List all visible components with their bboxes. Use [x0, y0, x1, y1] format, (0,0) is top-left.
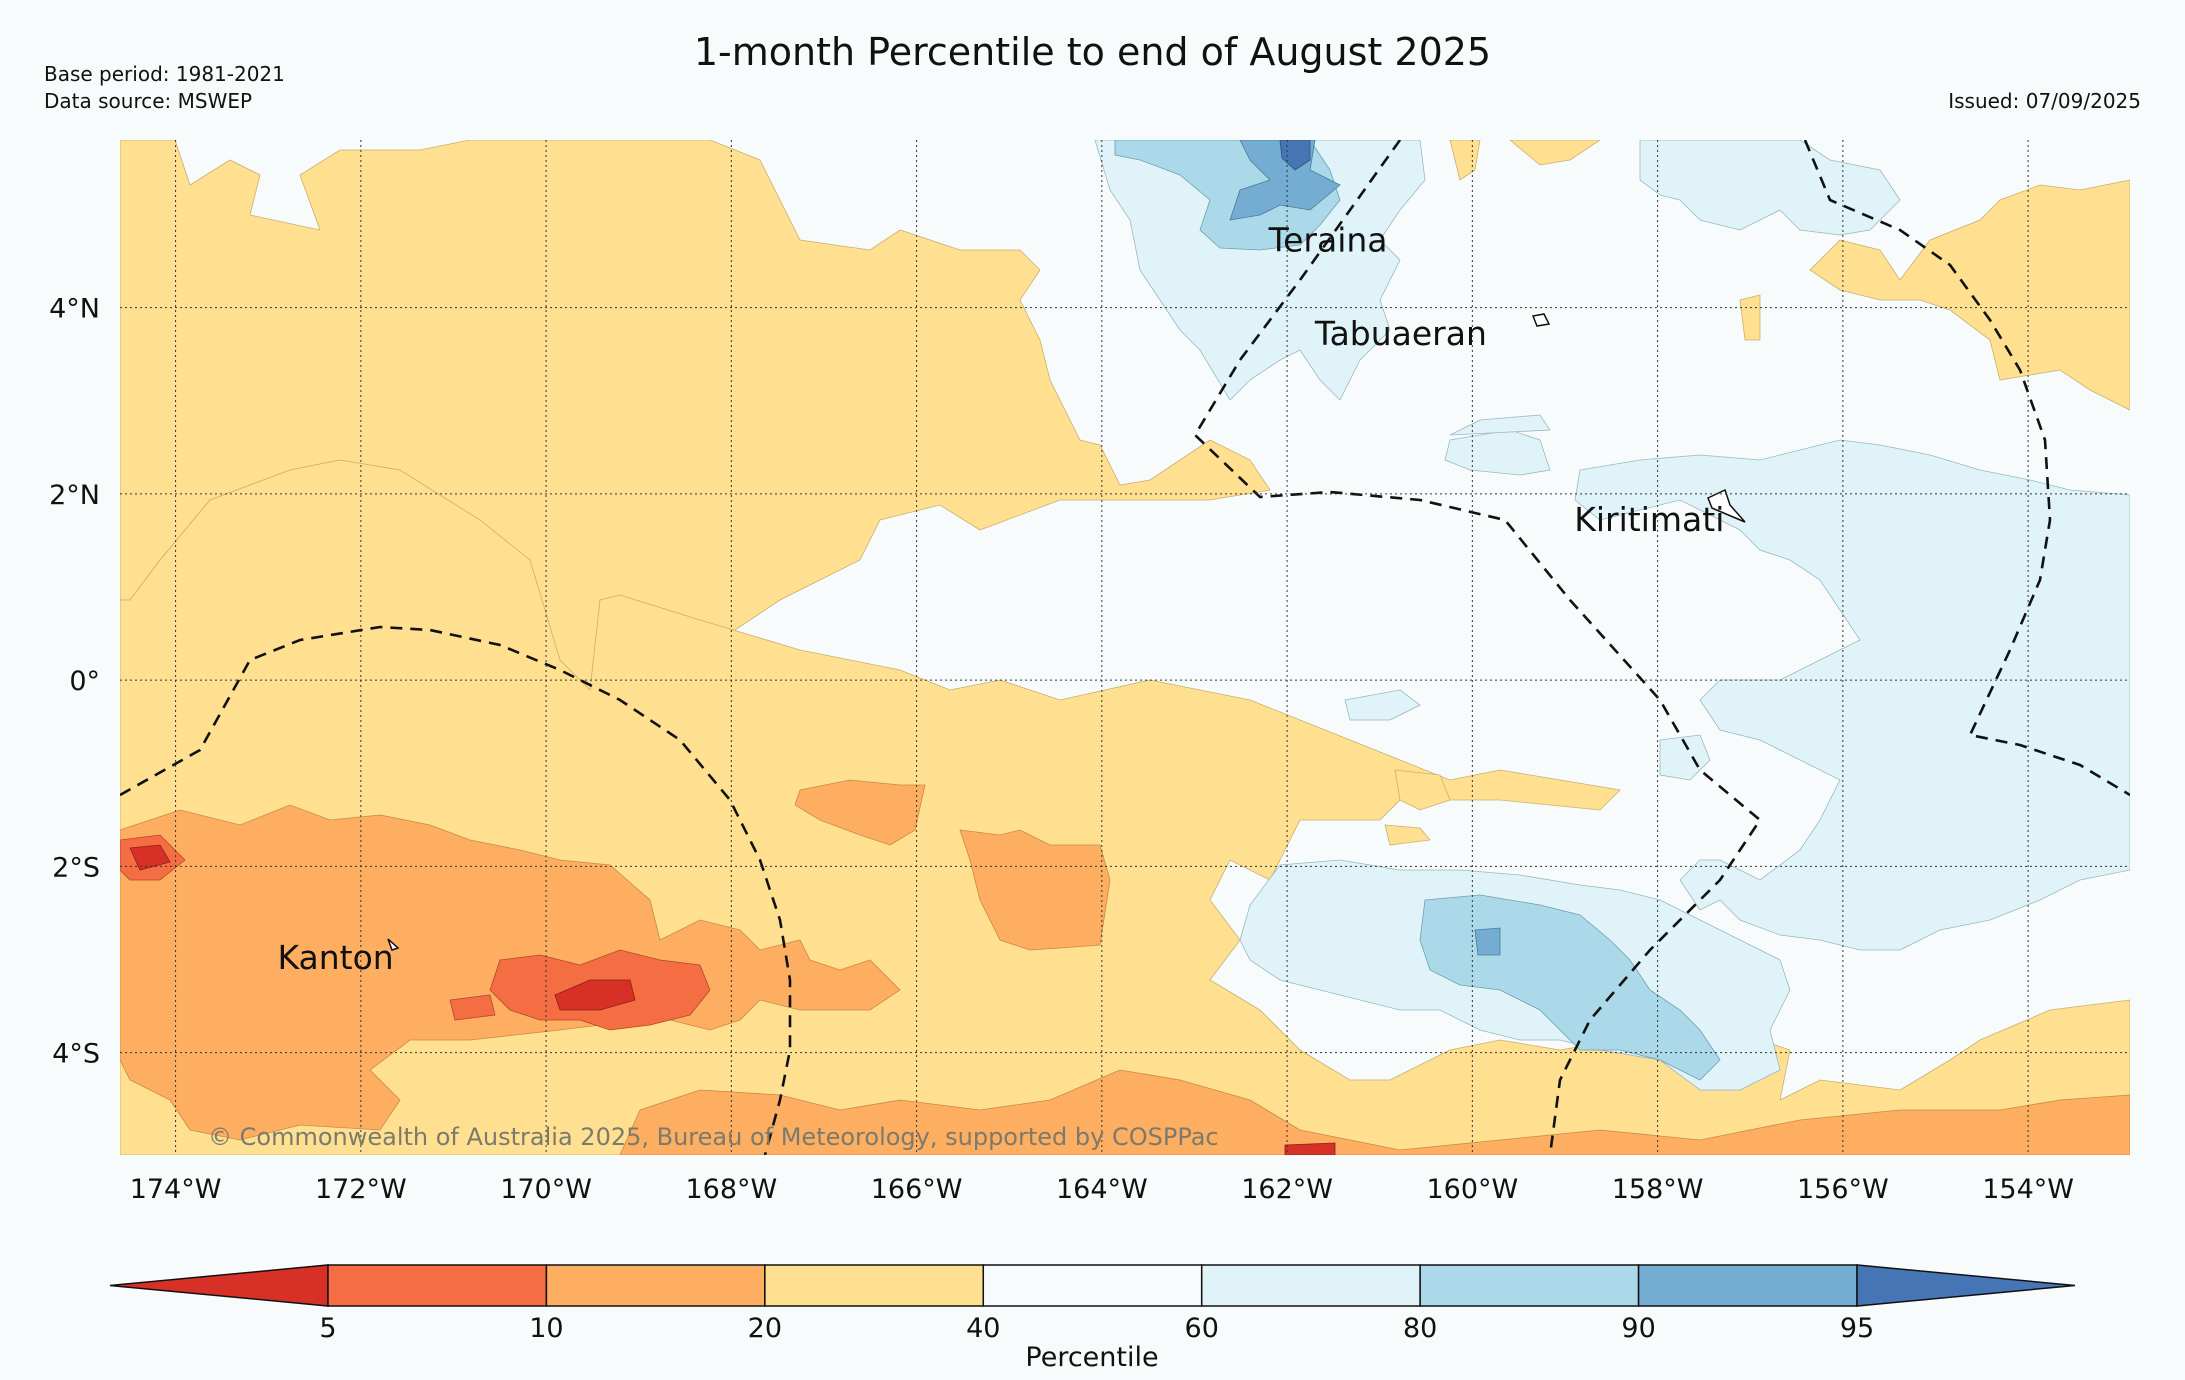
lon-tick-label: 156°W: [1797, 1174, 1889, 1205]
colorbar-tick-label: 60: [1185, 1313, 1219, 1344]
colorbar-tick-label: 10: [529, 1313, 563, 1344]
place-label-kiritimati: Kiritimati: [1574, 500, 1724, 539]
map-field: [120, 140, 2130, 1155]
colorbar-segment: [1637, 1264, 1858, 1307]
kanton-island-shape: [387, 938, 400, 951]
lat-tick-label: 4°N: [49, 294, 100, 325]
colorbar-tick-label: 80: [1403, 1313, 1437, 1344]
lon-tick-label: 158°W: [1612, 1174, 1704, 1205]
colorbar-tick-label: 90: [1621, 1313, 1655, 1344]
meta-left: Base period: 1981-2021 Data source: MSWE…: [44, 61, 285, 115]
eez-boundaries: [120, 140, 2130, 1155]
island-outlines: [387, 313, 1746, 951]
colorbar-tick-label: 5: [319, 1313, 336, 1344]
colorbar-segment: [545, 1264, 766, 1307]
lon-tick-label: 154°W: [1982, 1174, 2074, 1205]
gridlines: [120, 140, 2130, 1155]
colorbar-segments: [109, 1264, 2076, 1307]
colorbar-tick-label: 40: [966, 1313, 1000, 1344]
place-label-teraina: Teraina: [1268, 221, 1388, 260]
tabuaeran-island-shape: [1531, 313, 1551, 327]
lon-tick-label: 162°W: [1241, 1174, 1333, 1205]
band-below-5: [129, 844, 1336, 1155]
colorbar-tick-label: 20: [748, 1313, 782, 1344]
colorbar-segment: [982, 1264, 1203, 1307]
copyright-note: © Commonwealth of Australia 2025, Bureau…: [208, 1123, 1219, 1151]
lon-tick-label: 174°W: [130, 1174, 222, 1205]
lon-tick-label: 166°W: [871, 1174, 963, 1205]
lat-tick-label: 2°S: [52, 852, 100, 883]
issued-date: Issued: 07/09/2025: [1948, 89, 2141, 113]
place-label-tabuaeran: Tabuaeran: [1314, 314, 1487, 353]
lat-tick-label: 4°S: [52, 1039, 100, 1070]
band-above-95: [1279, 140, 1311, 171]
band-90-95: [1229, 140, 1501, 956]
colorbar-segment: [1419, 1264, 1640, 1307]
lon-tick-label: 164°W: [1056, 1174, 1148, 1205]
lon-tick-label: 168°W: [685, 1174, 777, 1205]
lat-tick-label: 0°: [69, 666, 100, 697]
percentile-map: 174°W 172°W 170°W 168°W 166°W 164°W 162°W 160°W…: [49, 140, 2130, 1205]
colorbar-extend-high: [1856, 1264, 2076, 1307]
colorbar: 5 10 20 40 60 80 90 95 Percentile: [109, 1264, 2076, 1373]
lon-tick-label: 172°W: [315, 1174, 407, 1205]
axis-labels: 174°W 172°W 170°W 168°W 166°W 164°W 162°W 160°W…: [49, 294, 2074, 1205]
data-source: Data source: MSWEP: [44, 89, 253, 113]
place-label-kanton: Kanton: [277, 938, 393, 977]
colorbar-ticks: 5 10 20 40 60 80 90 95: [319, 1313, 1874, 1344]
colorbar-segment: [327, 1264, 548, 1307]
lon-tick-label: 160°W: [1426, 1174, 1518, 1205]
colorbar-label: Percentile: [1025, 1342, 1158, 1373]
colorbar-segment: [764, 1264, 985, 1307]
lon-tick-label: 170°W: [500, 1174, 592, 1205]
base-period: Base period: 1981-2021: [44, 62, 285, 86]
place-labels: Teraina Tabuaeran Kiritimati Kanton: [277, 221, 1724, 977]
colorbar-segment: [1200, 1264, 1421, 1307]
colorbar-extend-low: [109, 1264, 329, 1307]
colorbar-tick-label: 95: [1840, 1313, 1874, 1344]
lat-tick-label: 2°N: [49, 480, 100, 511]
kiritimati-island-shape: [1707, 488, 1746, 523]
chart-title: 1-month Percentile to end of August 2025: [693, 30, 1492, 74]
